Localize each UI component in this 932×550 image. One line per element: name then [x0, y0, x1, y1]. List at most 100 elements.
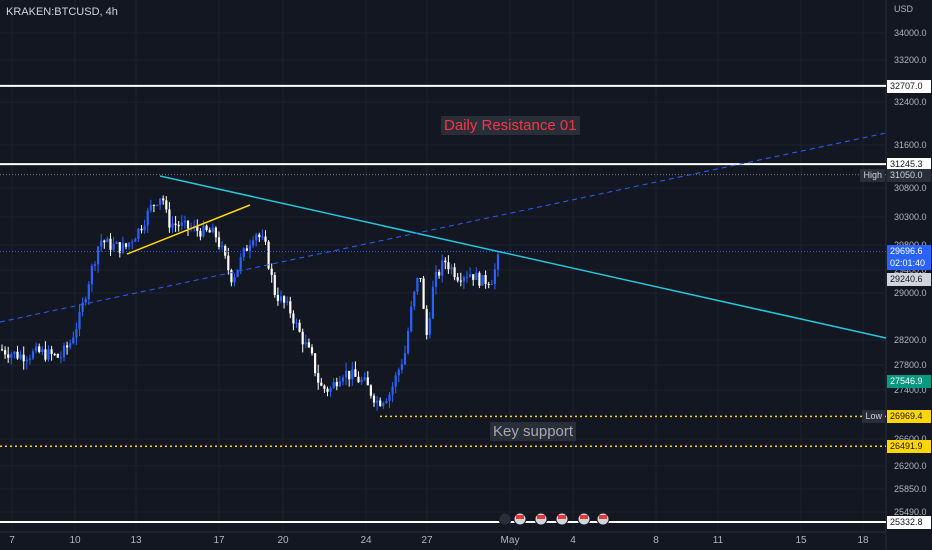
candle-body: [177, 224, 180, 227]
candle-body: [438, 271, 441, 276]
candle-body: [103, 240, 106, 243]
candle-body: [56, 354, 59, 358]
y-tick-label: 28200.0: [894, 335, 927, 345]
candle-body: [72, 337, 75, 344]
candle-body: [134, 238, 137, 242]
candle-body: [59, 357, 62, 359]
x-tick-label: May: [501, 535, 520, 546]
candle-body: [385, 401, 388, 403]
candle-body: [208, 230, 211, 233]
candle-body: [118, 242, 121, 253]
currency-label: USD: [894, 4, 914, 14]
candle-body: [143, 225, 146, 231]
candle-body: [416, 277, 419, 292]
candle-body: [487, 283, 490, 285]
candle-body: [258, 234, 261, 238]
candle-body: [434, 271, 438, 287]
candle-body: [214, 227, 217, 238]
candle-body: [66, 345, 69, 348]
price-label-0-tag: High: [860, 168, 885, 182]
candle-body: [205, 225, 208, 231]
candle-body: [484, 275, 487, 284]
candle-body: [28, 358, 31, 360]
candle-body: [168, 209, 171, 228]
candle-body: [255, 234, 258, 241]
us-flag-icon-stripe: [537, 515, 545, 519]
y-tick-label: 33200.0: [894, 55, 927, 65]
candle-body: [298, 322, 301, 332]
candle-body: [69, 343, 72, 348]
candle-body: [279, 296, 283, 301]
candle-body: [490, 283, 493, 285]
candle-body: [128, 242, 131, 247]
candle-body: [7, 354, 10, 358]
candle-body: [38, 346, 41, 352]
y-tick-label: 29000.0: [894, 288, 927, 298]
candle-body: [199, 230, 202, 237]
candle-body: [106, 238, 109, 243]
candle-body: [252, 240, 255, 246]
x-tick-label: 17: [213, 535, 225, 546]
x-tick-label: 24: [360, 535, 372, 546]
candle-body: [10, 354, 13, 358]
candle-body: [394, 375, 397, 387]
candle-body: [413, 291, 416, 307]
level-price-label-4: 26969.4: [887, 410, 931, 424]
y-tick-label: 30300.0: [894, 212, 927, 222]
us-flag-icon-stripe: [599, 515, 607, 519]
candle-body: [459, 280, 462, 282]
candle-body: [469, 274, 472, 277]
candle-body: [22, 354, 25, 362]
daily-resistance-annotation: Daily Resistance 01: [441, 116, 580, 135]
candle-body: [84, 299, 87, 303]
candle-body: [4, 350, 7, 355]
candle-body: [270, 268, 273, 275]
candle-body: [16, 351, 19, 359]
candle-body: [131, 241, 134, 243]
x-tick-label: 11: [713, 535, 724, 546]
candle-body: [388, 394, 391, 402]
y-tick-label: 26600.0: [894, 434, 927, 444]
candle-body: [41, 349, 44, 352]
x-tick-label: 20: [277, 535, 289, 546]
y-tick-label: 25490.0: [894, 507, 927, 517]
candle-body: [53, 353, 56, 355]
candle-body: [159, 198, 162, 205]
candle-body: [140, 228, 143, 231]
x-tick-label: 18: [857, 535, 869, 546]
candle-body: [456, 277, 459, 281]
candle-body: [124, 243, 128, 247]
candle-body: [47, 349, 50, 360]
candle-body: [227, 255, 230, 271]
candle-body: [174, 223, 177, 225]
price-label-0: 31050.0: [887, 168, 931, 182]
candle-body: [230, 270, 233, 283]
candle-body: [100, 240, 103, 247]
level-price-label-1: 31245.3: [887, 158, 931, 172]
candle-body: [360, 379, 363, 383]
y-tick-label: 27400.0: [894, 385, 927, 395]
candle-body: [50, 349, 53, 354]
candle-body: [431, 286, 434, 319]
candle-body: [267, 241, 270, 269]
descending-trendline: [159, 175, 887, 339]
candle-body: [307, 342, 310, 348]
candle-body: [472, 274, 475, 280]
candle-body: [348, 370, 351, 380]
candle-body: [475, 272, 478, 280]
candle-body: [397, 369, 400, 376]
x-tick-label: 15: [795, 535, 807, 546]
x-tick-label: 13: [130, 535, 142, 546]
countdown-label: 02:01:40: [887, 257, 931, 271]
candle-body: [242, 248, 245, 258]
y-tick-label: 30800.0: [894, 183, 927, 193]
candle-body: [351, 369, 354, 380]
candle-body: [112, 243, 115, 250]
candle-body: [81, 302, 84, 312]
candle-body: [211, 227, 214, 233]
price-label-3: 27546.9: [887, 374, 931, 388]
candle-body: [62, 345, 66, 358]
candle-body: [180, 222, 183, 227]
candle-body: [245, 248, 248, 251]
